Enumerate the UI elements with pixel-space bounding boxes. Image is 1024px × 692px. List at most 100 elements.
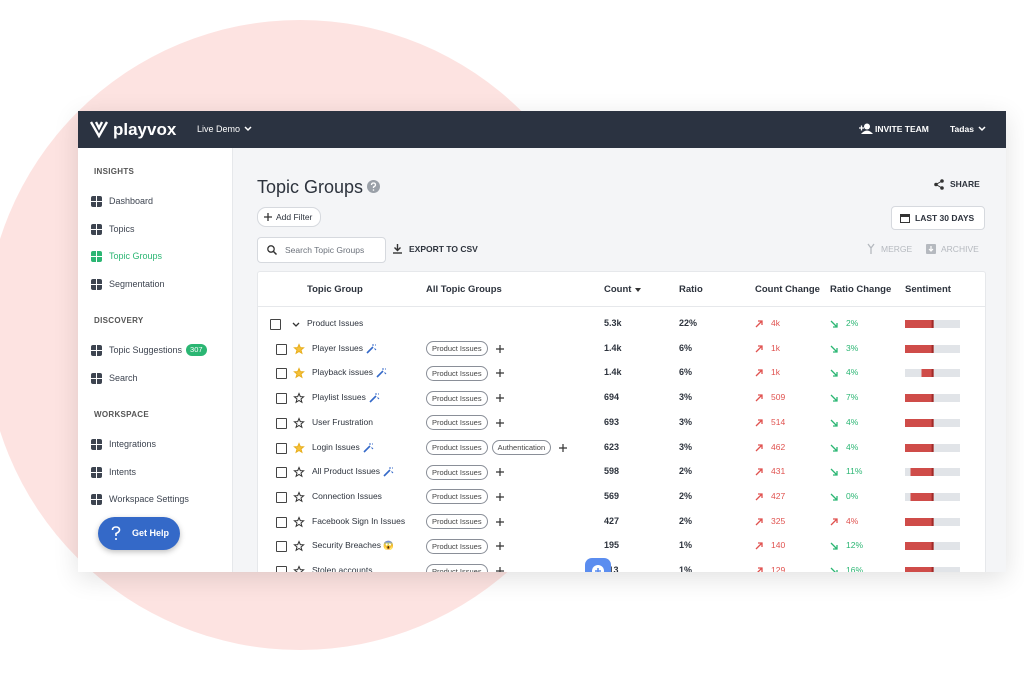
invite-team[interactable]: INVITE TEAM	[875, 124, 929, 134]
row-name[interactable]: All Product Issues	[312, 466, 381, 477]
add-tag[interactable]	[495, 542, 504, 551]
nav-item[interactable]: Integrations	[109, 439, 157, 449]
add-tag[interactable]	[495, 394, 504, 403]
nav-item[interactable]: Intents	[109, 466, 137, 477]
star-outline	[293, 565, 305, 572]
export-csv[interactable]: EXPORT TO CSV	[409, 244, 478, 254]
tag-pill[interactable]: Product Issues	[426, 489, 488, 505]
nav-item[interactable]: Workspace Settings	[109, 494, 189, 504]
ratio-change: 11%	[846, 466, 863, 477]
merge[interactable]: MERGE	[881, 244, 913, 254]
sentiment-marker	[931, 567, 934, 572]
column-header: Ratio	[679, 284, 703, 295]
tag-pill[interactable]: Product Issues	[426, 440, 488, 455]
row-name[interactable]: Security Breaches 😱	[312, 540, 394, 551]
ratio-change: 3%	[846, 342, 859, 353]
add-tag[interactable]	[495, 517, 504, 526]
tag-list: Product Issues	[426, 341, 504, 357]
checkbox[interactable]	[276, 516, 287, 528]
row-name[interactable]: User Frustration	[312, 416, 373, 427]
row-name[interactable]: Player Issues	[312, 342, 364, 353]
add-tag[interactable]	[495, 468, 504, 477]
user-menu[interactable]: Tadas	[950, 124, 974, 134]
sentiment-bar	[905, 394, 960, 403]
tag-pill[interactable]: Product Issues	[426, 390, 488, 406]
search-box[interactable]: Search Topic Groups	[257, 237, 386, 263]
row-name[interactable]: Facebook Sign In Issues	[312, 515, 406, 526]
tag-pill[interactable]: Product Issues	[426, 514, 488, 530]
checkbox[interactable]	[270, 319, 281, 330]
checkbox[interactable]	[276, 343, 287, 355]
date-range-button[interactable]: LAST 30 DAYS	[891, 206, 985, 230]
checkbox[interactable]	[276, 541, 287, 553]
row-name[interactable]: Playback issues	[312, 367, 373, 378]
sentiment-marker	[931, 369, 934, 378]
add-tag[interactable]	[495, 492, 504, 501]
floating-button[interactable]	[585, 558, 611, 572]
tag-pill[interactable]: Product Issues	[426, 341, 488, 357]
row-name[interactable]: Playlist Issues	[312, 392, 366, 403]
add-tag[interactable]	[495, 344, 504, 353]
tag-pill[interactable]: Product Issues	[426, 563, 488, 572]
nav-item[interactable]: Topic Groups	[109, 251, 163, 261]
tag-pill[interactable]: Product Issues	[426, 538, 488, 554]
ratio-change: 16%	[846, 565, 864, 572]
column-header: Sentiment	[905, 284, 951, 295]
sentiment-negative	[905, 418, 934, 427]
tag-pill[interactable]: Authentication	[491, 440, 552, 455]
star-filled	[293, 342, 305, 355]
sentiment-bar	[905, 542, 960, 551]
expand-chevron	[292, 322, 300, 327]
sentiment-marker	[931, 542, 934, 551]
nav-item[interactable]: Topic Suggestions	[109, 345, 183, 355]
nav-item[interactable]: Segmentation	[109, 278, 165, 289]
column-header[interactable]: Count	[604, 284, 632, 295]
workspace-switch[interactable]: Live Demo	[197, 124, 241, 134]
tag-list: Product Issues	[426, 365, 504, 381]
sentiment-marker	[931, 468, 934, 477]
tag-pill[interactable]: Product Issues	[426, 365, 488, 381]
logo[interactable]: playvox	[113, 120, 177, 139]
magic-icon	[366, 343, 377, 354]
tag-pill[interactable]: Product Issues	[426, 464, 488, 480]
help-button[interactable]: Get Help	[98, 517, 180, 550]
add-tag[interactable]	[495, 418, 504, 427]
checkbox[interactable]	[276, 566, 287, 572]
row-name[interactable]: Connection Issues	[312, 490, 382, 501]
checkbox[interactable]	[276, 442, 287, 454]
star-outline	[293, 491, 305, 503]
trend-up-arrow	[755, 517, 763, 526]
row-name[interactable]: Login Issues	[312, 441, 360, 452]
tag-pill[interactable]: Product Issues	[426, 415, 488, 431]
checkbox[interactable]	[276, 393, 287, 405]
sentiment-marker	[931, 443, 934, 452]
column-header: Count Change	[755, 284, 820, 295]
trend-down-arrow	[830, 394, 838, 402]
nav-item[interactable]: Dashboard	[109, 196, 154, 206]
checkbox[interactable]	[276, 417, 287, 429]
add-tag[interactable]	[495, 567, 504, 572]
add-filter-button[interactable]: Add Filter	[257, 207, 321, 227]
sentiment-negative	[905, 542, 934, 551]
tag-list: Product Issues	[426, 464, 504, 480]
archive[interactable]: ARCHIVE	[941, 244, 979, 254]
add-tag[interactable]	[495, 369, 504, 378]
nav-item[interactable]: Topics	[109, 223, 135, 234]
checkbox[interactable]	[276, 491, 287, 503]
trend-down-arrow	[830, 542, 838, 550]
count: 5.3k	[604, 318, 622, 328]
ratio: 22%	[679, 318, 698, 328]
magic-icon	[363, 442, 374, 453]
add-tag[interactable]	[559, 443, 568, 452]
count-change: 129	[771, 565, 786, 572]
add-filter: Add Filter	[276, 212, 313, 222]
row-name[interactable]: Stolen accounts	[312, 565, 373, 572]
ratio: 3%	[679, 441, 693, 452]
nav-item[interactable]: Search	[109, 372, 138, 383]
sentiment-marker	[931, 517, 934, 526]
share[interactable]: SHARE	[950, 179, 980, 189]
checkbox[interactable]	[276, 368, 287, 380]
nav-icon	[91, 223, 102, 235]
checkbox[interactable]	[276, 467, 287, 479]
row-name[interactable]: Product Issues	[307, 318, 364, 328]
